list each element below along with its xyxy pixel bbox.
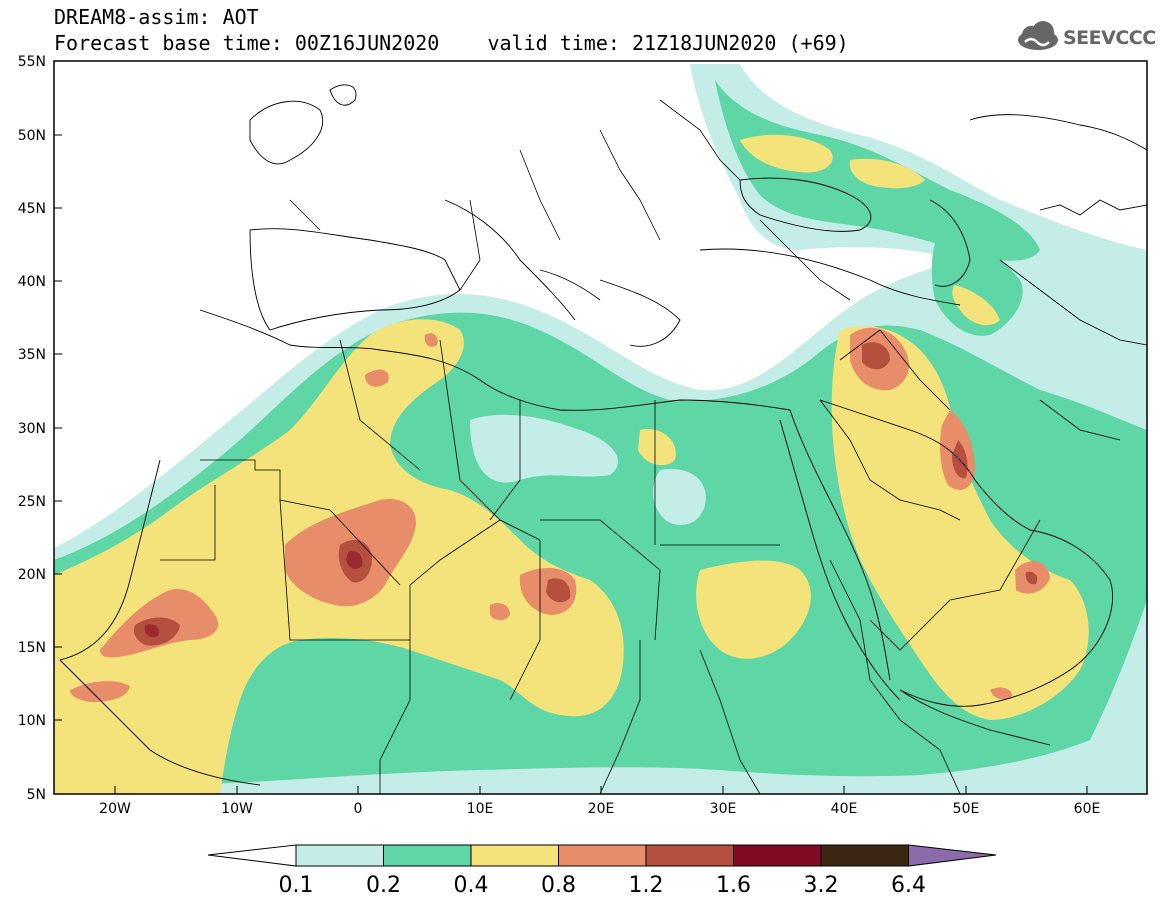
country-borders: [160, 99, 1147, 794]
y-tick-label: 30N: [18, 421, 46, 437]
y-tick-label: 20N: [18, 567, 46, 583]
y-tick-label: 55N: [18, 54, 46, 70]
y-tick-label: 10N: [18, 713, 46, 729]
colorbar-segment: [295, 844, 384, 867]
map-frame: [53, 60, 1148, 795]
colorbar-segment: [733, 844, 822, 867]
x-tick-label: 20W: [99, 801, 131, 817]
aot-level-0-2: [931, 230, 1023, 336]
coastlines: [59, 84, 1147, 786]
aot-level-0-8: [365, 369, 389, 387]
colorbar-segment: [645, 844, 734, 867]
y-tick-label: 45N: [18, 201, 46, 217]
logo-text: SEEVCCC: [1063, 27, 1156, 49]
colorbar-right-arrow: [908, 844, 997, 867]
aot-level-1-6: [144, 624, 160, 638]
aot-level-1-2: [1025, 571, 1038, 585]
y-tick-label: 35N: [18, 347, 46, 363]
cloud-icon: [1018, 21, 1058, 50]
x-tick-label: 30E: [710, 801, 737, 817]
colorbar-label: 0.1: [279, 873, 314, 898]
aot-level-0-4: [952, 285, 1000, 326]
x-tick-label: 50E: [953, 801, 980, 817]
aot-level-0-4: [849, 158, 925, 189]
x-axis-labels: 20W 10W 0 10E 20E 30E 40E 50E 60E: [99, 801, 1100, 817]
colorbar-segment: [470, 844, 559, 867]
x-tick-label: 0: [354, 801, 363, 817]
aot-level-0-4: [831, 326, 1089, 720]
aot-level-0-4: [696, 560, 811, 659]
map-title: DREAM8-assim: AOT: [54, 5, 259, 29]
y-tick-label: 50N: [18, 128, 46, 144]
colorbar-segment: [383, 844, 472, 867]
aot-level-0-8: [70, 681, 130, 702]
y-tick-label: 25N: [18, 494, 46, 510]
y-tick-label: 15N: [18, 640, 46, 656]
colorbar-left-arrow: [207, 844, 297, 867]
y-axis-labels: 55N 50N 45N 40N 35N 30N 25N 20N 15N 10N …: [18, 54, 46, 803]
colorbar-label: 1.6: [716, 873, 751, 898]
aot-level-0-1: [653, 469, 706, 525]
aot-level-1-2: [546, 578, 571, 603]
colorbar-label: 3.2: [804, 873, 839, 898]
aot-level-1-6: [346, 550, 363, 569]
aot-level-1-2: [862, 342, 890, 370]
colorbar-label: 0.4: [454, 873, 489, 898]
forecast-time-line: Forecast base time: 00Z16JUN2020 valid t…: [54, 31, 849, 55]
y-tick-label: 5N: [27, 787, 46, 803]
aot-level-0-8: [990, 687, 1012, 700]
aot-level-0-8: [490, 603, 510, 621]
colorbar: 0.1 0.2 0.4 0.8 1.2 1.6 3.2 6.4: [207, 844, 997, 898]
aot-field: [54, 61, 1147, 794]
aot-level-0-8: [424, 333, 438, 347]
x-tick-label: 10E: [467, 801, 494, 817]
frame-ticks: [54, 134, 1088, 794]
colorbar-segment: [820, 844, 909, 867]
y-tick-label: 40N: [18, 274, 46, 290]
aot-level-0-4: [740, 134, 833, 173]
aot-level-0-1: [470, 414, 619, 483]
colorbar-label: 1.2: [629, 873, 664, 898]
x-tick-label: 10W: [221, 801, 253, 817]
x-tick-label: 60E: [1074, 801, 1101, 817]
colorbar-label: 0.2: [366, 873, 401, 898]
colorbar-label: 0.8: [541, 873, 576, 898]
seevccc-logo: SEEVCCC: [1015, 20, 1156, 56]
colorbar-segment: [558, 844, 647, 867]
aot-level-1-2: [952, 440, 968, 479]
x-tick-label: 20E: [588, 801, 615, 817]
colorbar-label: 6.4: [891, 873, 926, 898]
x-tick-label: 40E: [831, 801, 858, 817]
aot-level-0-4: [638, 429, 676, 466]
